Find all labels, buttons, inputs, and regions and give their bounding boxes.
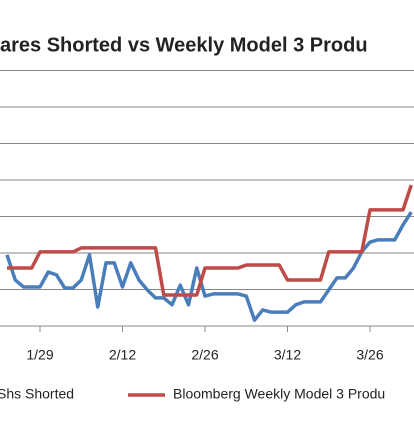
- series-line: [7, 184, 413, 297]
- x-tick-label: 1/29: [26, 347, 53, 363]
- x-tick-label: 3/26: [356, 347, 383, 363]
- x-tick-label: 2/12: [109, 347, 136, 363]
- legend-label: Bloomberg Weekly Model 3 Produ: [173, 386, 385, 402]
- series-line: [5, 211, 413, 322]
- x-tick-label: 2/26: [191, 347, 218, 363]
- chart-title: ares Shorted vs Weekly Model 3 Produ: [0, 34, 368, 56]
- x-tick-label: 3/12: [274, 347, 301, 363]
- legend-label: Shs Shorted: [0, 386, 74, 402]
